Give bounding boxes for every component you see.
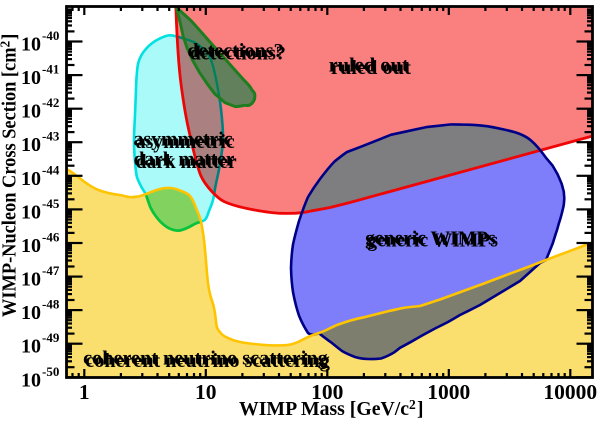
svg-text:-44: -44 [42, 162, 60, 177]
svg-text:detections?: detections? [190, 42, 286, 64]
svg-text:detections?: detections? [187, 40, 283, 62]
svg-text:ruled out: ruled out [331, 58, 412, 79]
svg-text:100: 100 [311, 380, 343, 404]
svg-text:-42: -42 [42, 95, 59, 110]
svg-text:10: 10 [21, 201, 41, 223]
svg-text:2: 2 [409, 397, 416, 412]
svg-text:10: 10 [21, 67, 41, 89]
svg-text:10: 10 [21, 369, 41, 391]
svg-text:10000: 10000 [543, 380, 597, 404]
svg-text:coherent neutrino scattering: coherent neutrino scattering [83, 348, 328, 370]
svg-text:-43: -43 [42, 129, 60, 144]
svg-text:]: ] [0, 34, 21, 41]
svg-text:10: 10 [21, 134, 41, 156]
svg-text:-40: -40 [42, 28, 59, 43]
svg-text:]: ] [417, 399, 424, 420]
svg-text:-48: -48 [42, 297, 60, 312]
svg-text:2: 2 [0, 41, 13, 48]
svg-text:-45: -45 [42, 196, 60, 211]
svg-text:10: 10 [21, 336, 41, 358]
svg-text:1: 1 [79, 380, 90, 404]
svg-text:10: 10 [21, 101, 41, 123]
svg-text:WIMP-Nucleon Cross Section [cm: WIMP-Nucleon Cross Section [cm [0, 48, 21, 318]
svg-text:ruled out: ruled out [329, 56, 410, 77]
svg-text:-50: -50 [42, 364, 59, 379]
svg-text:-46: -46 [42, 230, 60, 245]
svg-text:WIMP Mass [GeV/c: WIMP Mass [GeV/c [239, 399, 409, 420]
svg-text:1000: 1000 [427, 380, 470, 404]
svg-text:10: 10 [21, 168, 41, 190]
svg-text:asymmetric: asymmetric [136, 131, 235, 153]
svg-text:generic WIMPs: generic WIMPs [365, 227, 496, 249]
svg-text:generic WIMPs: generic WIMPs [367, 230, 498, 252]
svg-text:10: 10 [195, 380, 217, 404]
svg-text:10: 10 [21, 302, 41, 324]
svg-text:dark matter: dark matter [136, 151, 237, 173]
svg-text:-41: -41 [42, 62, 59, 77]
svg-text:asymmetric: asymmetric [134, 129, 233, 151]
svg-text:10: 10 [21, 34, 41, 56]
svg-text:coherent neutrino scattering: coherent neutrino scattering [85, 350, 330, 372]
svg-text:-47: -47 [42, 263, 60, 278]
svg-text:10: 10 [21, 269, 41, 291]
svg-text:dark matter: dark matter [134, 149, 235, 171]
svg-text:-49: -49 [42, 330, 60, 345]
svg-text:10: 10 [21, 235, 41, 257]
